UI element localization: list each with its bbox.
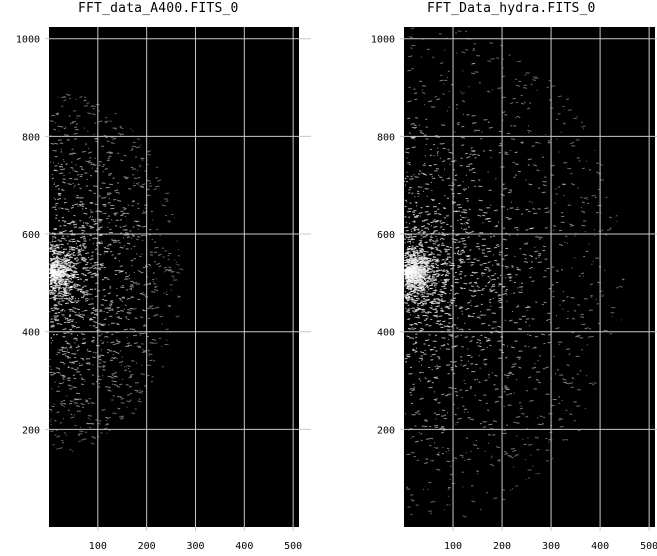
left-xtick-label: 300: [186, 541, 204, 552]
right-panel-title: FFT_Data_hydra.FITS_0: [427, 1, 596, 16]
left-xtick-label: 500: [284, 541, 302, 552]
right-xtick-label: 400: [591, 541, 609, 552]
left-xtick-label: 100: [89, 541, 107, 552]
left-ytick-label: 1000: [16, 35, 40, 46]
right-ytick-label: 200: [377, 425, 395, 436]
left-ytick-label: 600: [22, 230, 40, 241]
right-ytick-label: 600: [377, 230, 395, 241]
right-ytick-label: 1000: [371, 35, 395, 46]
left-xtick-label: 400: [235, 541, 253, 552]
right-xtick-label: 200: [493, 541, 511, 552]
left-xtick-label: 200: [138, 541, 156, 552]
left-ytick-label: 400: [22, 328, 40, 339]
left-ytick-label: 800: [22, 132, 40, 143]
left-panel-title: FFT_data_A400.FITS_0: [78, 1, 239, 16]
right-ytick-label: 800: [377, 132, 395, 143]
right-ytick-label: 400: [377, 328, 395, 339]
left-image-area: [49, 27, 299, 527]
right-xtick-label: 300: [542, 541, 560, 552]
right-fft-speckle: [403, 27, 625, 518]
right-xtick-label: 100: [444, 541, 462, 552]
right-xtick-label: 500: [640, 541, 657, 552]
left-ytick-label: 200: [22, 425, 40, 436]
